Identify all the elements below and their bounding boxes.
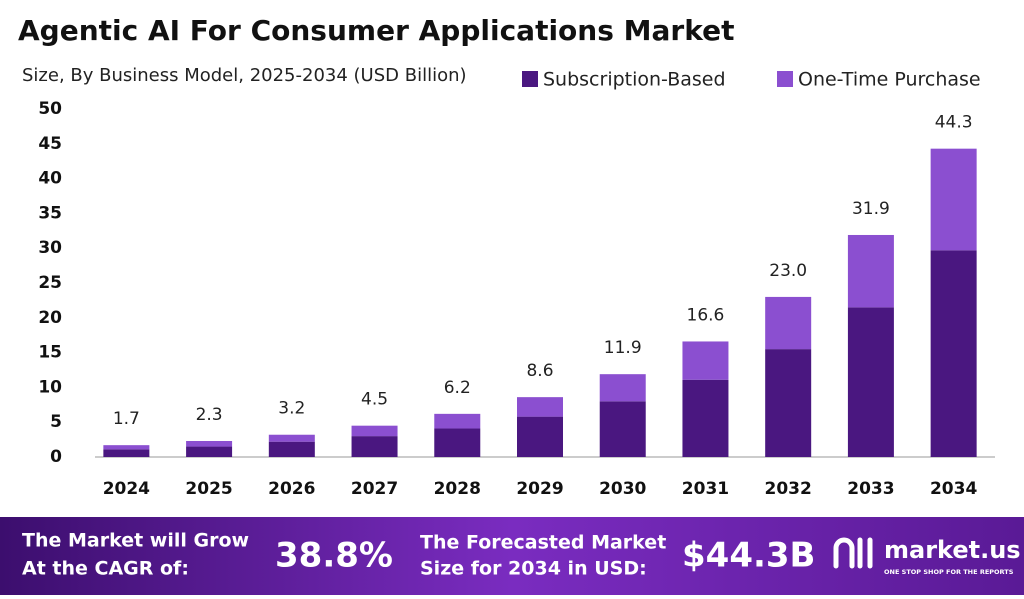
bar-segment [599,374,646,402]
chart-title: Agentic AI For Consumer Applications Mar… [18,14,734,47]
cagr-text: At the CAGR of: [22,558,189,580]
legend-swatch [777,71,793,87]
bar-segment [847,307,894,457]
x-tick-label: 2029 [516,479,563,499]
cagr-value: 38.8% [275,536,393,576]
bar-segment [103,449,150,457]
y-tick-label: 30 [38,238,62,258]
brand-name: market.us [884,536,1021,564]
total-label: 16.6 [687,305,725,325]
y-tick-label: 20 [38,308,62,328]
x-tick-label: 2024 [103,479,150,499]
bar-segment [930,148,977,251]
x-tick-label: 2032 [765,479,812,499]
bar-segment [765,296,812,350]
bar-segment [268,434,315,442]
forecast-text: Size for 2034 in USD: [420,558,647,580]
legend-label: Subscription-Based [543,69,726,91]
y-tick-label: 10 [38,377,62,397]
bar-segment [186,440,233,447]
y-tick-label: 35 [38,203,62,223]
bar-segment [847,234,894,308]
bar-segment [434,428,481,457]
bar-segment [930,250,977,457]
y-tick-label: 15 [38,343,62,363]
brand-logo [833,537,873,569]
x-tick-label: 2028 [434,479,481,499]
y-tick-label: 50 [38,99,62,119]
y-tick-label: 45 [38,134,62,154]
total-label: 4.5 [361,390,388,410]
total-label: 23.0 [769,261,807,281]
bar-segment [434,413,481,429]
y-tick-label: 40 [38,169,62,189]
brand-tagline: ONE STOP SHOP FOR THE REPORTS [884,568,1014,576]
x-tick-label: 2025 [185,479,232,499]
total-label: 3.2 [278,399,305,419]
bar-segment [351,425,398,437]
x-tick-label: 2031 [682,479,729,499]
total-label: 2.3 [196,405,223,425]
bar-segment [517,416,563,457]
x-tick-label: 2026 [268,479,315,499]
total-label: 6.2 [444,378,471,398]
y-tick-label: 0 [50,447,62,467]
bar-segment [351,436,398,457]
bar-segment [517,397,563,417]
total-label: 11.9 [604,338,642,358]
bar-segment [268,441,315,457]
bar-segment [682,379,729,457]
bar-segment [186,446,233,457]
total-label: 8.6 [526,361,553,381]
bar-segment [682,341,729,380]
total-label: 44.3 [935,113,973,133]
legend-swatch [522,71,538,87]
cagr-text: The Market will Grow [22,530,249,552]
y-tick-label: 25 [38,273,62,293]
total-label: 31.9 [852,199,890,219]
forecast-text: The Forecasted Market [420,532,666,554]
total-label: 1.7 [113,409,140,429]
bar-segment [599,401,646,457]
bar-segment [765,349,812,457]
y-tick-label: 5 [50,412,62,432]
legend-label: One-Time Purchase [798,69,981,91]
x-tick-label: 2034 [930,479,977,499]
x-tick-label: 2027 [351,479,398,499]
x-tick-label: 2030 [599,479,646,499]
bar-segment [103,445,150,450]
forecast-value: $44.3B [682,536,815,576]
chart-subtitle: Size, By Business Model, 2025-2034 (USD … [22,65,467,86]
x-tick-label: 2033 [847,479,894,499]
